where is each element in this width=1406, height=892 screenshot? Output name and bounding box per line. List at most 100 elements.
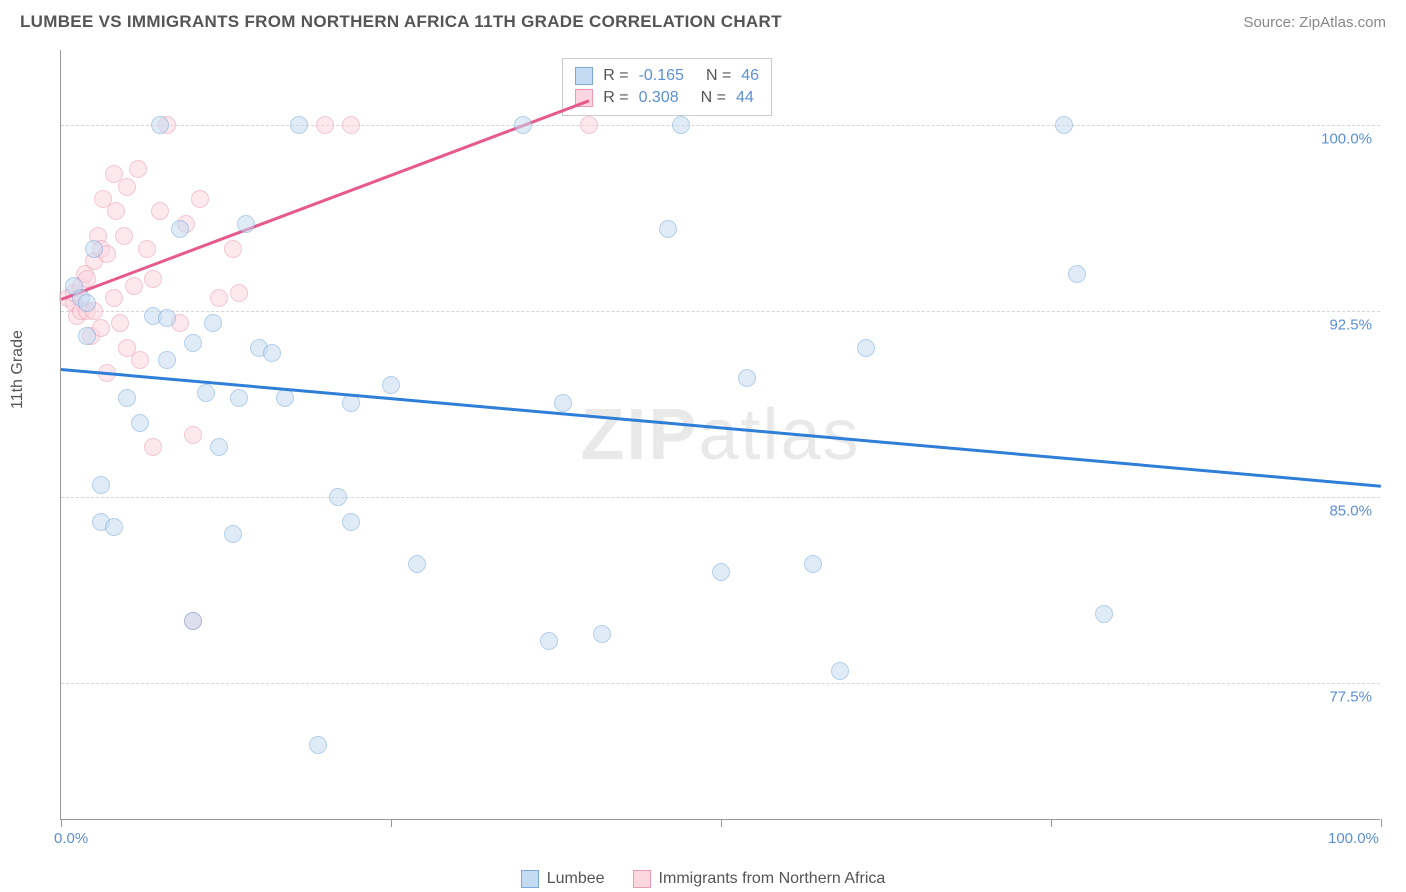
y-tick-label: 77.5% bbox=[1329, 689, 1372, 706]
legend-label-pink: Immigrants from Northern Africa bbox=[659, 870, 886, 888]
scatter-point bbox=[659, 220, 677, 238]
swatch-blue bbox=[575, 67, 593, 85]
stats-row-pink: R = 0.308 N = 44 bbox=[575, 87, 759, 109]
scatter-point bbox=[107, 202, 125, 220]
scatter-point bbox=[593, 625, 611, 643]
legend-label-blue: Lumbee bbox=[547, 870, 605, 888]
scatter-point bbox=[1055, 116, 1073, 134]
scatter-point bbox=[184, 334, 202, 352]
scatter-point bbox=[191, 190, 209, 208]
scatter-point bbox=[804, 555, 822, 573]
gridline-h bbox=[61, 311, 1380, 312]
gridline-h bbox=[61, 683, 1380, 684]
x-tick-mark bbox=[61, 819, 62, 827]
scatter-point bbox=[276, 389, 294, 407]
chart-plot-area: ZIPatlas R = -0.165 N = 46 R = 0.308 N =… bbox=[60, 50, 1380, 820]
correlation-stats-box: R = -0.165 N = 46 R = 0.308 N = 44 bbox=[562, 58, 772, 116]
scatter-point bbox=[290, 116, 308, 134]
scatter-point bbox=[171, 220, 189, 238]
stats-row-blue: R = -0.165 N = 46 bbox=[575, 65, 759, 87]
scatter-point bbox=[144, 438, 162, 456]
scatter-point bbox=[382, 376, 400, 394]
chart-legend: Lumbee Immigrants from Northern Africa bbox=[0, 870, 1406, 888]
scatter-point bbox=[85, 240, 103, 258]
scatter-point bbox=[118, 389, 136, 407]
source-label: Source: ZipAtlas.com bbox=[1243, 14, 1386, 31]
scatter-point bbox=[1068, 265, 1086, 283]
watermark-right: atlas bbox=[698, 395, 860, 475]
scatter-point bbox=[105, 518, 123, 536]
scatter-point bbox=[78, 294, 96, 312]
legend-item-pink: Immigrants from Northern Africa bbox=[633, 870, 886, 888]
gridline-h bbox=[61, 497, 1380, 498]
scatter-point bbox=[712, 563, 730, 581]
scatter-point bbox=[210, 438, 228, 456]
scatter-point bbox=[672, 116, 690, 134]
scatter-point bbox=[224, 525, 242, 543]
scatter-point bbox=[111, 314, 129, 332]
scatter-point bbox=[514, 116, 532, 134]
gridline-h bbox=[61, 125, 1380, 126]
scatter-point bbox=[92, 476, 110, 494]
r-value-blue: -0.165 bbox=[639, 67, 684, 85]
n-label: N = bbox=[701, 89, 726, 107]
scatter-point bbox=[144, 270, 162, 288]
x-tick-mark bbox=[721, 819, 722, 827]
watermark-left: ZIP bbox=[580, 395, 698, 475]
scatter-point bbox=[131, 351, 149, 369]
scatter-point bbox=[129, 160, 147, 178]
n-value-pink: 44 bbox=[736, 89, 754, 107]
legend-item-blue: Lumbee bbox=[521, 870, 605, 888]
x-axis-max-label: 100.0% bbox=[1328, 830, 1379, 847]
scatter-point bbox=[857, 339, 875, 357]
y-tick-label: 100.0% bbox=[1321, 130, 1372, 147]
scatter-point bbox=[230, 389, 248, 407]
n-value-blue: 46 bbox=[741, 67, 759, 85]
scatter-point bbox=[408, 555, 426, 573]
scatter-point bbox=[138, 240, 156, 258]
y-tick-label: 85.0% bbox=[1329, 503, 1372, 520]
legend-swatch-blue bbox=[521, 870, 539, 888]
scatter-point bbox=[151, 202, 169, 220]
scatter-point bbox=[197, 384, 215, 402]
r-label: R = bbox=[603, 67, 628, 85]
scatter-point bbox=[316, 116, 334, 134]
scatter-point bbox=[831, 662, 849, 680]
n-label: N = bbox=[706, 67, 731, 85]
scatter-point bbox=[131, 414, 149, 432]
scatter-point bbox=[115, 227, 133, 245]
scatter-point bbox=[580, 116, 598, 134]
scatter-point bbox=[125, 277, 143, 295]
scatter-point bbox=[118, 178, 136, 196]
scatter-point bbox=[78, 327, 96, 345]
scatter-point bbox=[151, 116, 169, 134]
x-tick-mark bbox=[391, 819, 392, 827]
scatter-point bbox=[329, 488, 347, 506]
x-tick-mark bbox=[1381, 819, 1382, 827]
scatter-point bbox=[1095, 605, 1113, 623]
x-tick-mark bbox=[1051, 819, 1052, 827]
chart-title: LUMBEE VS IMMIGRANTS FROM NORTHERN AFRIC… bbox=[20, 12, 782, 32]
scatter-point bbox=[237, 215, 255, 233]
r-label: R = bbox=[603, 89, 628, 107]
scatter-point bbox=[224, 240, 242, 258]
scatter-point bbox=[342, 116, 360, 134]
scatter-point bbox=[105, 289, 123, 307]
y-tick-label: 92.5% bbox=[1329, 316, 1372, 333]
scatter-point bbox=[738, 369, 756, 387]
scatter-point bbox=[230, 284, 248, 302]
y-axis-label: 11th Grade bbox=[9, 330, 27, 409]
scatter-point bbox=[184, 612, 202, 630]
legend-swatch-pink bbox=[633, 870, 651, 888]
scatter-point bbox=[210, 289, 228, 307]
scatter-point bbox=[158, 351, 176, 369]
r-value-pink: 0.308 bbox=[639, 89, 679, 107]
scatter-point bbox=[184, 426, 202, 444]
scatter-point bbox=[342, 513, 360, 531]
scatter-point bbox=[158, 309, 176, 327]
regression-line bbox=[61, 368, 1381, 487]
scatter-point bbox=[204, 314, 222, 332]
scatter-point bbox=[309, 736, 327, 754]
x-axis-min-label: 0.0% bbox=[54, 830, 88, 847]
scatter-point bbox=[263, 344, 281, 362]
